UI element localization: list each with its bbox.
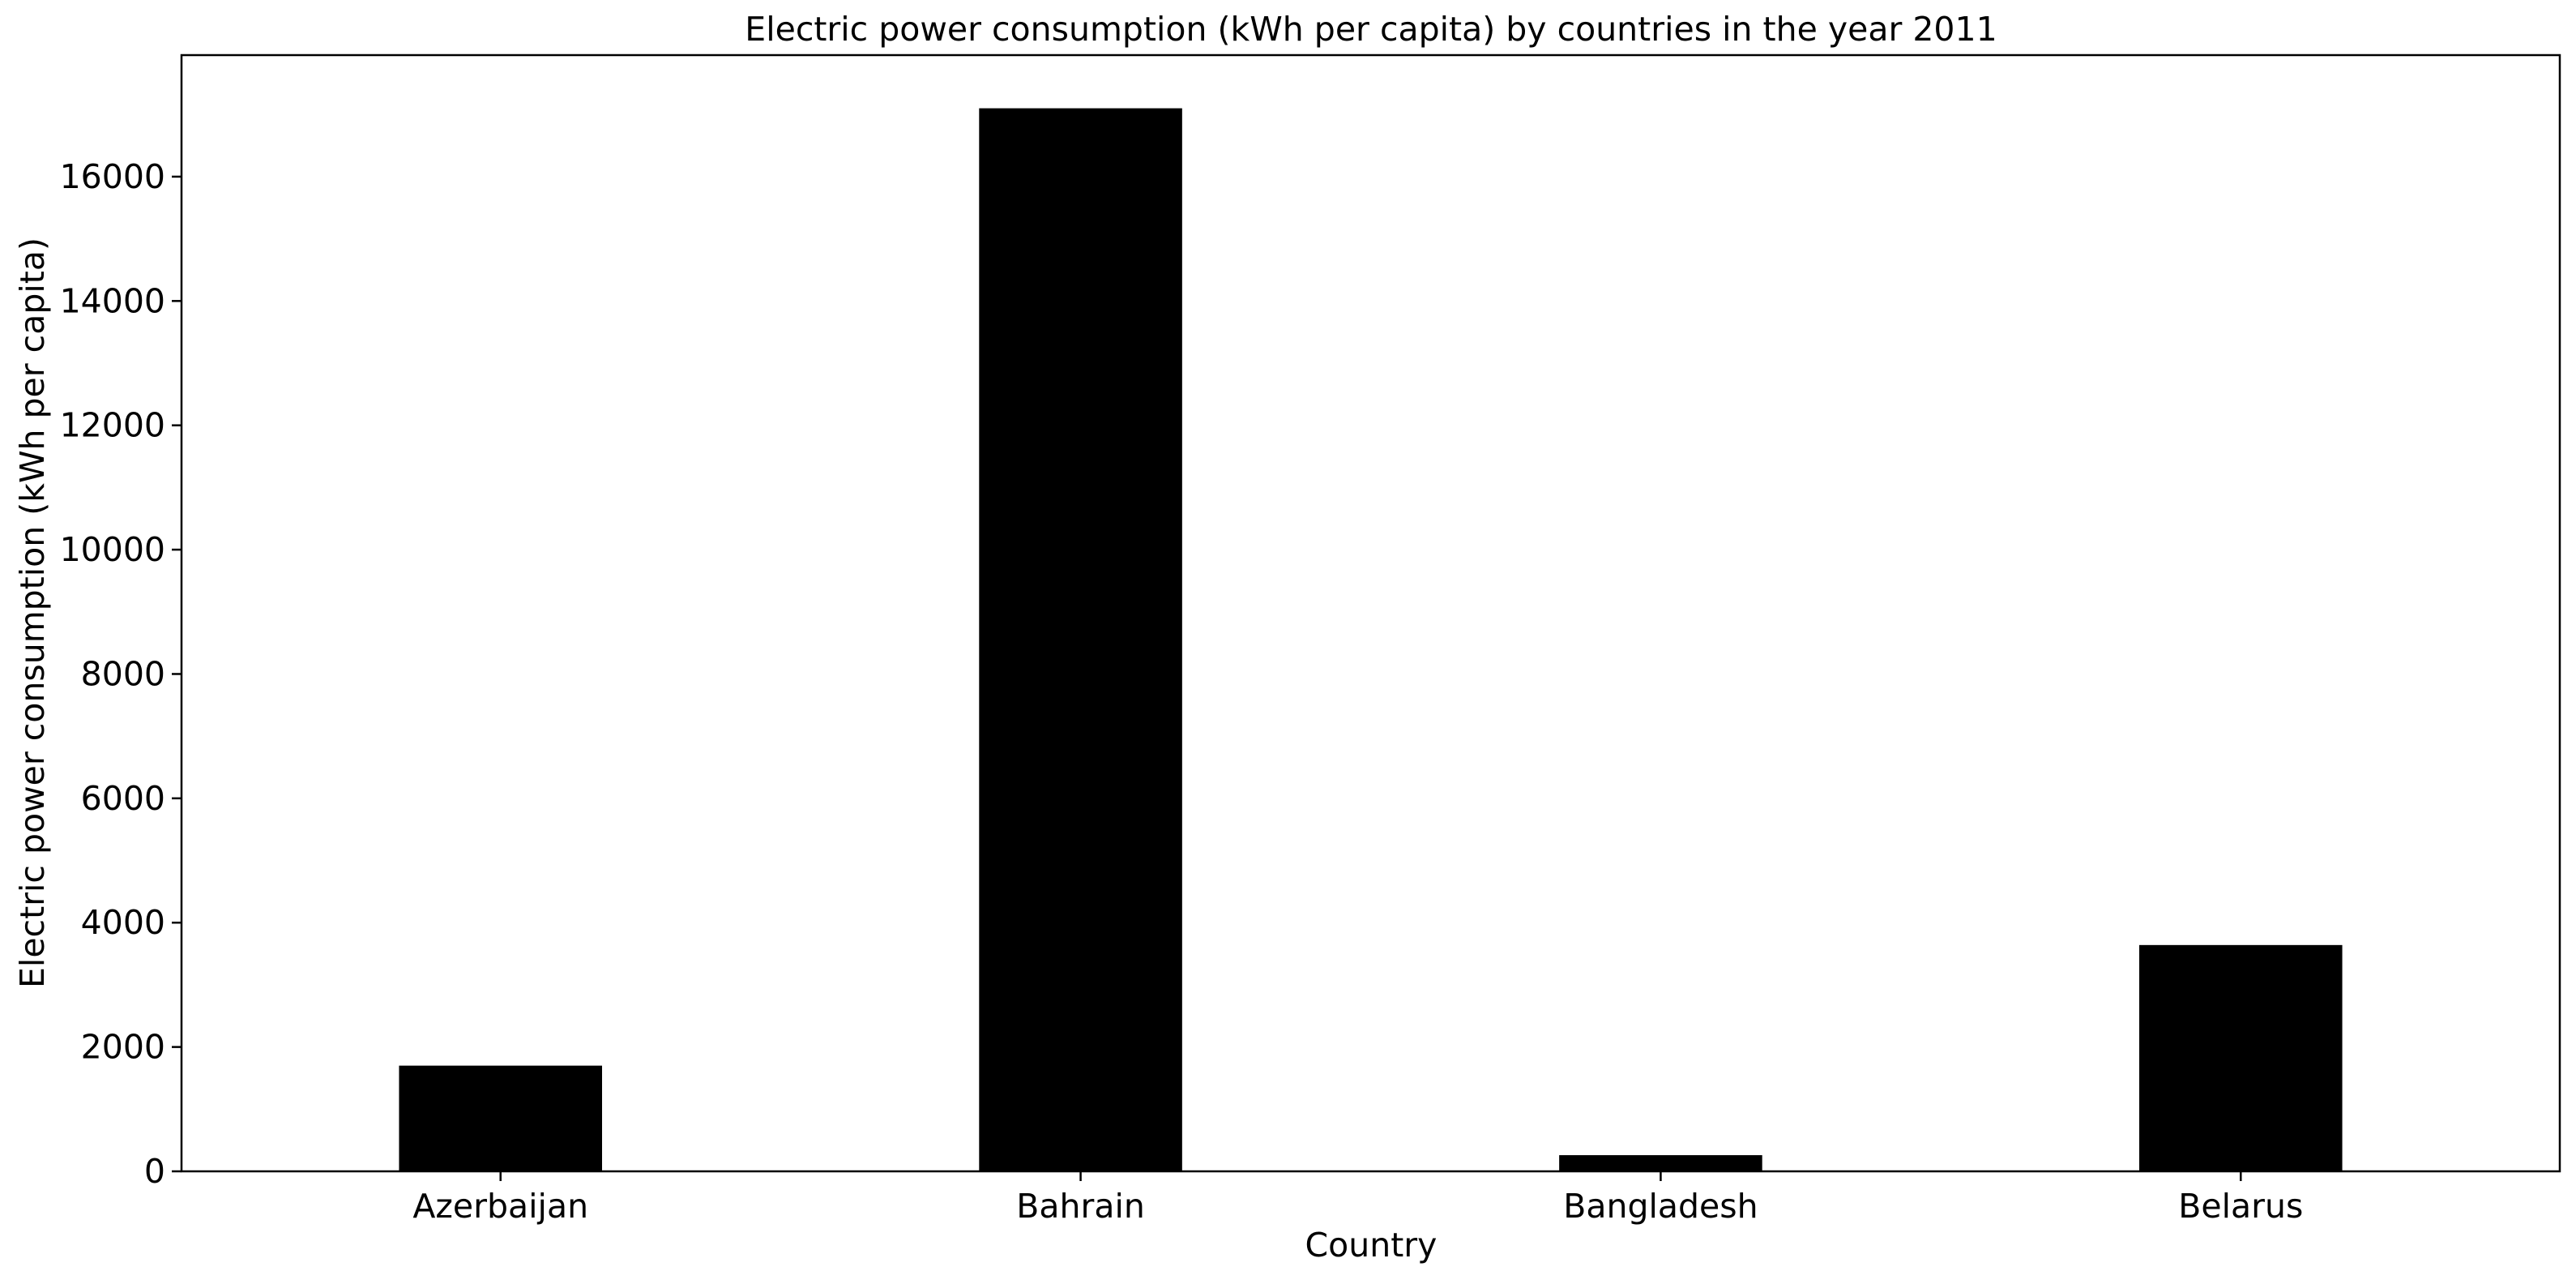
x-tick-label-belarus: Belarus xyxy=(2178,1187,2303,1226)
y-tick-label-8000: 8000 xyxy=(81,654,165,693)
plot-frame xyxy=(180,54,2561,1173)
y-tick-label-10000: 10000 xyxy=(60,530,165,569)
x-axis: Azerbaijan Bahrain Bangladesh Belarus xyxy=(412,1171,2303,1226)
y-tick-label-0: 0 xyxy=(144,1152,165,1191)
bar-belarus xyxy=(2139,944,2343,1171)
y-axis-label: Electric power consumption (kWh per capi… xyxy=(13,238,52,988)
y-axis: 0 2000 4000 6000 8000 10000 12000 14000 16000 xyxy=(60,157,182,1191)
y-tick-label-4000: 4000 xyxy=(81,903,165,942)
bar-bahrain xyxy=(979,108,1182,1172)
x-tick-label-azerbaijan: Azerbaijan xyxy=(412,1187,588,1226)
y-tick-label-16000: 16000 xyxy=(60,157,165,196)
y-tick-label-2000: 2000 xyxy=(81,1028,165,1067)
x-tick-label-bangladesh: Bangladesh xyxy=(1563,1187,1758,1226)
x-tick-label-bahrain: Bahrain xyxy=(1016,1187,1145,1226)
y-tick-label-14000: 14000 xyxy=(60,281,165,320)
x-axis-label: Country xyxy=(1305,1226,1438,1265)
bars-group xyxy=(399,108,2343,1172)
y-tick-label-6000: 6000 xyxy=(81,779,165,818)
chart-title: Electric power consumption (kWh per capi… xyxy=(745,10,1997,49)
y-tick-label-12000: 12000 xyxy=(60,406,165,445)
bar-azerbaijan xyxy=(399,1065,602,1171)
bar-bangladesh xyxy=(1559,1155,1762,1171)
